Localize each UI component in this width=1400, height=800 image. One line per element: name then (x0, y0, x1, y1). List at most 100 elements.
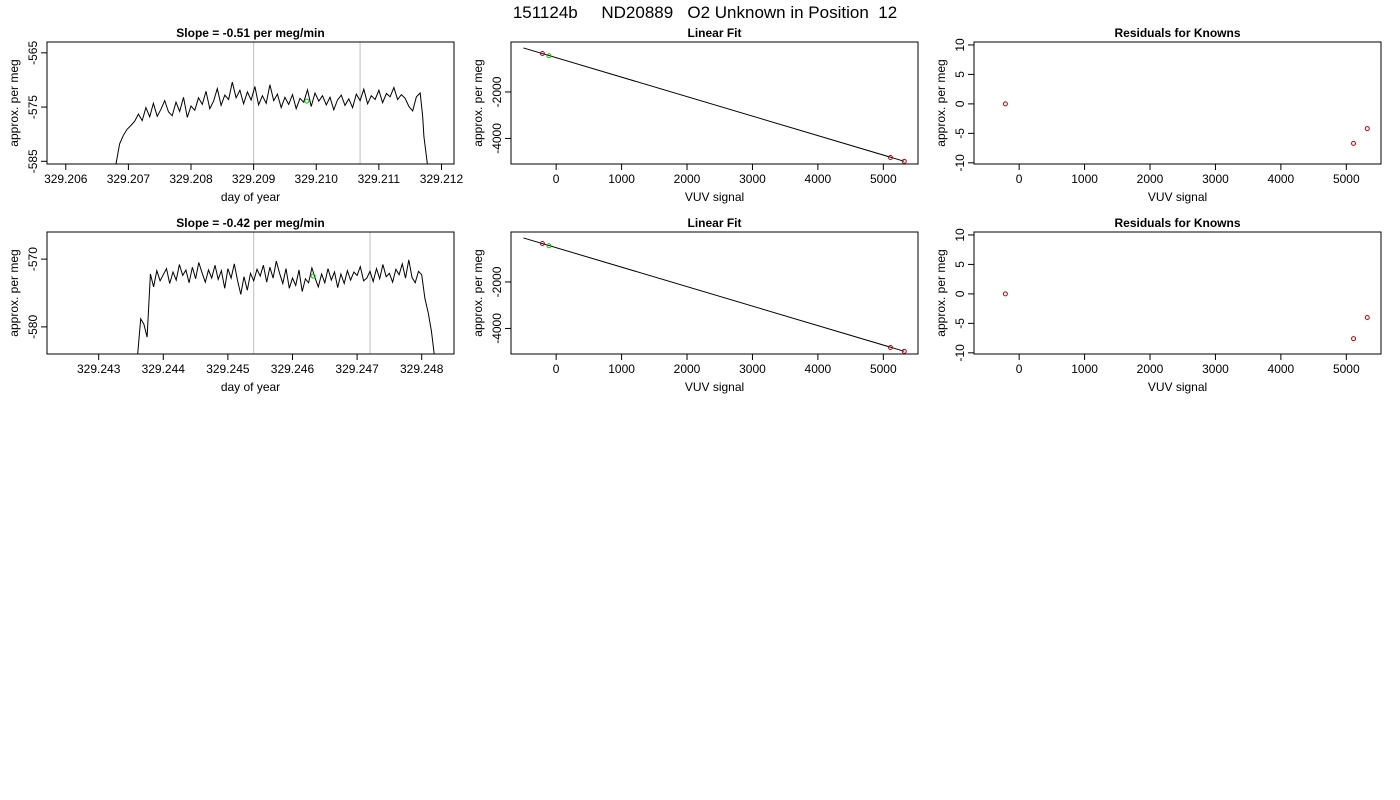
x-tick-label: 329.210 (295, 172, 339, 186)
x-tick-label: 329.207 (107, 172, 151, 186)
chart-panel-1: Slope = -0.51 per meg/min 329.206 329.207 3… (7, 26, 463, 204)
y-axis-label: approx. per meg (471, 59, 485, 146)
x-tick-label: 0 (1016, 172, 1023, 186)
y-axis-label: approx. per meg (471, 249, 485, 336)
y-axis-label: approx. per meg (934, 59, 948, 146)
known-point-1 (539, 241, 545, 247)
x-tick-label: 5000 (870, 172, 897, 186)
known-point-3 (901, 348, 907, 354)
x-axis-label: VUV signal (1148, 380, 1207, 394)
known-point-1 (1002, 101, 1008, 107)
panel-title: Slope = -0.51 per meg/min (176, 26, 324, 40)
x-tick-label: 2000 (674, 172, 701, 186)
x-tick-label: 329.247 (335, 362, 379, 376)
y-axis-label: approx. per meg (934, 249, 948, 336)
plot-frame (510, 41, 919, 165)
x-tick-label: 329.245 (206, 362, 250, 376)
y-tick-label: -570 (26, 247, 40, 271)
known-point-3 (1364, 126, 1370, 132)
y-tick-label: 0 (953, 290, 967, 297)
known-point-3 (901, 158, 907, 164)
y-tick-label: 5 (953, 261, 967, 268)
y-tick-label: -2000 (490, 266, 504, 297)
x-tick-label: 1000 (608, 362, 635, 376)
plot-frame (973, 231, 1382, 355)
plot-area (115, 42, 428, 164)
chart-panel-6: Residuals for Knowns 0 1000 2000 3000 4000 500… (934, 216, 1382, 394)
panel-title: Linear Fit (687, 26, 741, 40)
x-tick-label: 4000 (1268, 362, 1295, 376)
plot-frame (46, 41, 455, 165)
unknown-point-1 (546, 243, 552, 249)
x-tick-label: 1000 (1071, 172, 1098, 186)
x-tick-label: 329.212 (420, 172, 464, 186)
x-axis-label: VUV signal (685, 380, 744, 394)
y-tick-label: 0 (953, 100, 967, 107)
unknown-sample-point (310, 273, 316, 279)
x-tick-label: 3000 (739, 362, 766, 376)
signal-trace-line (137, 259, 435, 354)
panel-title: Slope = -0.42 per meg/min (176, 216, 324, 230)
plot-frame (973, 41, 1382, 165)
y-tick-label: -580 (26, 315, 40, 339)
x-tick-label: 5000 (1333, 172, 1360, 186)
x-tick-label: 0 (553, 172, 560, 186)
x-tick-label: 4000 (1268, 172, 1295, 186)
unknown-sample-point (304, 98, 310, 104)
y-tick-label: -5 (953, 128, 967, 139)
known-point-2 (888, 344, 894, 350)
panel-title: Residuals for Knowns (1114, 26, 1240, 40)
y-tick-label: -10 (953, 344, 967, 362)
plot-area (1002, 101, 1370, 146)
known-point-2 (1351, 140, 1357, 146)
y-tick-label: -585 (26, 149, 40, 173)
x-tick-label: 4000 (805, 172, 832, 186)
panel-title: Linear Fit (687, 216, 741, 230)
page-title: 151124b ND20889 O2 Unknown in Position 1… (513, 3, 897, 22)
x-axis-label: day of year (221, 190, 280, 204)
y-tick-label: -2000 (490, 76, 504, 107)
plot-area (1002, 291, 1370, 342)
x-tick-label: 0 (1016, 362, 1023, 376)
x-axis-label: VUV signal (1148, 190, 1207, 204)
chart-panel-3: Residuals for Knowns 0 1000 2000 3000 4000 500… (934, 26, 1382, 204)
x-tick-label: 329.211 (358, 172, 401, 186)
known-point-1 (1002, 291, 1008, 297)
known-point-1 (539, 51, 545, 57)
x-tick-label: 329.246 (271, 362, 315, 376)
x-tick-label: 3000 (1202, 172, 1229, 186)
plot-area (137, 232, 435, 354)
x-tick-label: 2000 (674, 362, 701, 376)
chart-panel-5: Linear Fit 0 1000 2000 3000 4000 5000 -2000 -400… (471, 216, 919, 394)
x-tick-label: 5000 (870, 362, 897, 376)
x-tick-label: 329.208 (169, 172, 213, 186)
chart-panel-2: Linear Fit 0 1000 2000 3000 4000 5000 -2000 -400… (471, 26, 919, 204)
x-axis-label: VUV signal (685, 190, 744, 204)
known-point-3 (1364, 314, 1370, 320)
y-tick-label: -10 (953, 154, 967, 172)
known-point-2 (888, 154, 894, 160)
x-tick-label: 329.243 (77, 362, 121, 376)
y-tick-label: -575 (26, 95, 40, 119)
x-axis-label: day of year (221, 380, 280, 394)
x-tick-label: 2000 (1137, 172, 1164, 186)
y-tick-label: -4000 (490, 313, 504, 344)
plot-frame (510, 231, 919, 355)
panel-title: Residuals for Knowns (1114, 216, 1240, 230)
x-tick-label: 329.244 (142, 362, 186, 376)
y-axis-label: approx. per meg (7, 59, 21, 146)
y-tick-label: 5 (953, 71, 967, 78)
y-tick-label: -4000 (490, 123, 504, 154)
fit-line (523, 47, 905, 162)
y-axis-label: approx. per meg (7, 249, 21, 336)
chart-panel-4: Slope = -0.42 per meg/min 329.243 329.244 3… (7, 216, 455, 394)
y-tick-label: 10 (953, 38, 967, 52)
x-tick-label: 0 (553, 362, 560, 376)
y-tick-label: 10 (953, 228, 967, 242)
signal-trace-line (115, 81, 428, 164)
plot-area (523, 47, 907, 164)
fit-line (523, 237, 905, 352)
unknown-point-1 (546, 53, 552, 59)
x-tick-label: 3000 (1202, 362, 1229, 376)
